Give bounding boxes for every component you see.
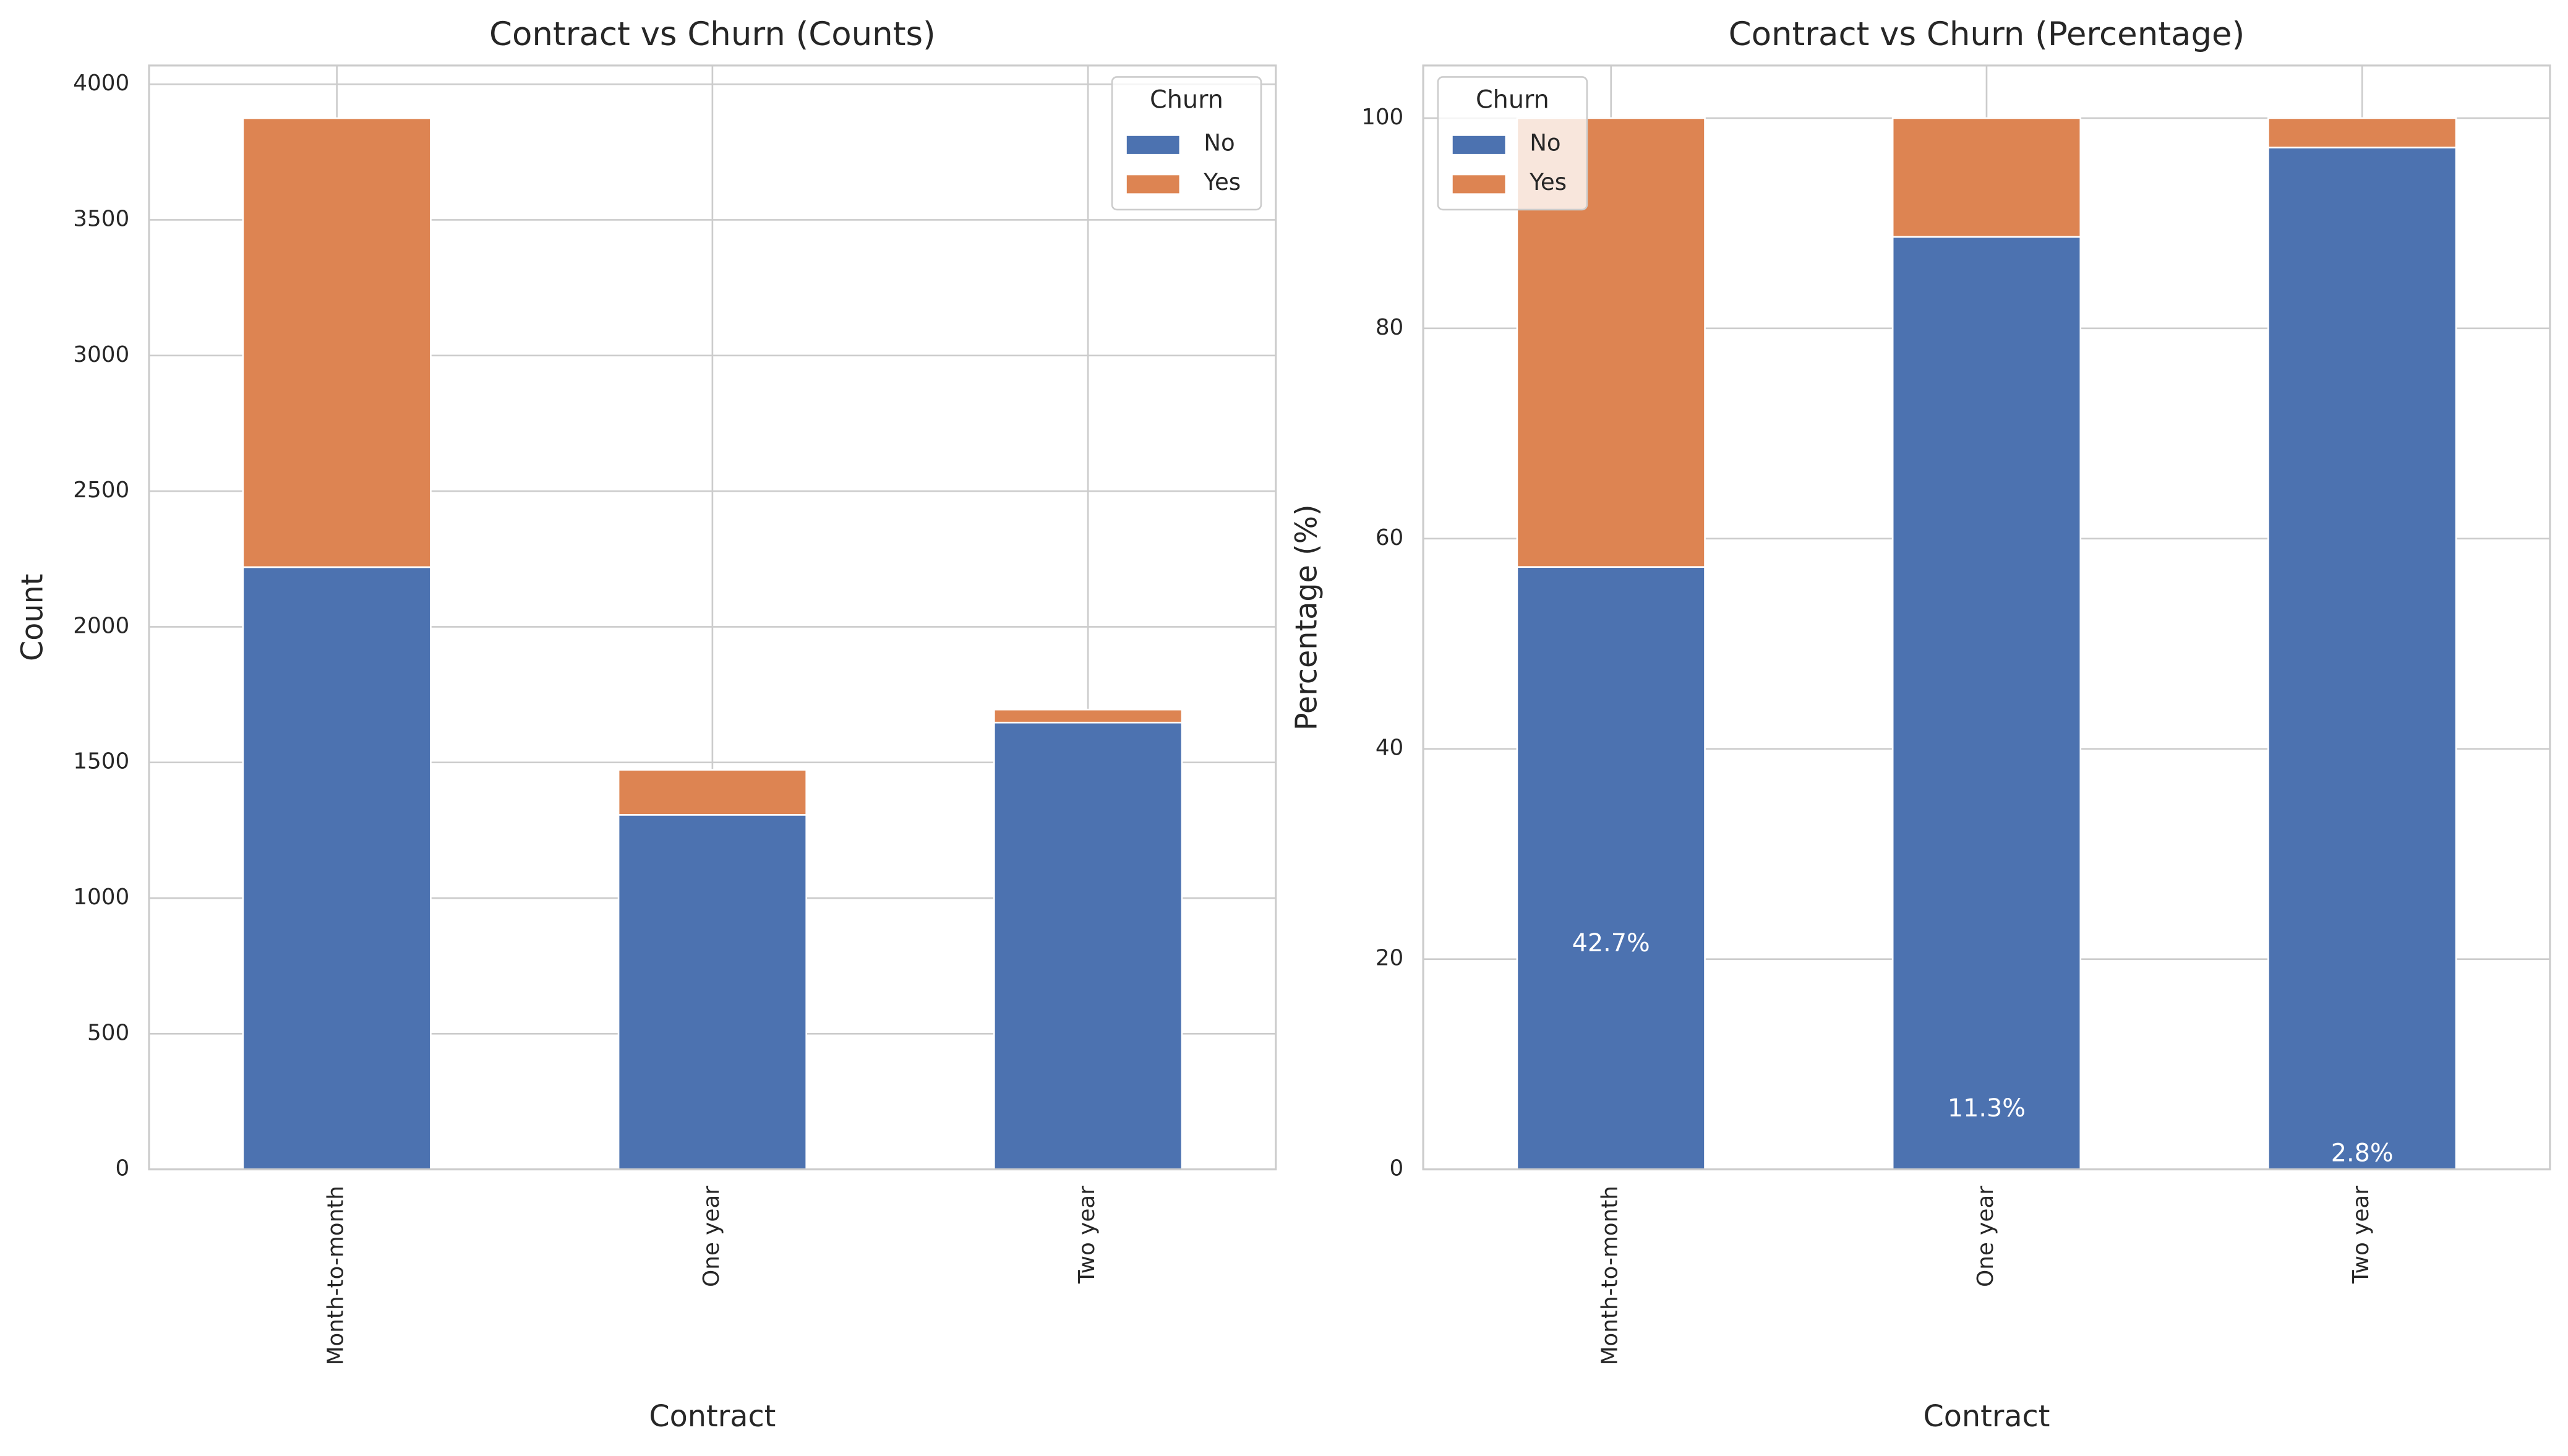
y-axis-label: Percentage (%): [1290, 504, 1324, 730]
chart-title: Contract vs Churn (Percentage): [1729, 15, 2245, 53]
y-tick-label: 40: [1376, 735, 1403, 761]
value-label: 42.7%: [1572, 929, 1650, 957]
y-tick-label: 3000: [73, 342, 129, 367]
bar-segment: [993, 721, 1183, 1170]
x-axis-label: Contract: [649, 1400, 776, 1434]
x-axis-label: Contract: [1923, 1400, 2050, 1434]
x-tick-label: Two year: [2348, 1186, 2374, 1284]
bar-segment: [617, 814, 808, 1170]
legend: Churn No Yes: [1437, 76, 1588, 211]
legend-label: No: [1204, 130, 1235, 156]
legend-label: Yes: [1529, 169, 1567, 195]
x-tick-label: Month-to-month: [323, 1186, 349, 1365]
y-tick-label: 2500: [73, 477, 129, 503]
legend-swatch: [1452, 175, 1505, 194]
y-tick-label: 60: [1376, 525, 1403, 550]
legend-title: Churn: [1150, 86, 1223, 114]
legend-swatch: [1126, 175, 1179, 194]
legend-label: Yes: [1203, 169, 1241, 195]
bar-segment: [1516, 566, 1706, 1170]
x-tick-label: One year: [1973, 1186, 1998, 1287]
y-tick-label: 2000: [73, 613, 129, 638]
legend-title: Churn: [1476, 86, 1549, 114]
bar-segment: [617, 769, 808, 816]
y-tick-label: 1500: [73, 749, 129, 774]
y-tick-label: 0: [1390, 1156, 1404, 1181]
x-tick-label: Month-to-month: [1598, 1186, 1623, 1365]
legend: Churn No Yes: [1111, 76, 1262, 211]
bar-segment: [1891, 236, 2082, 1170]
legend-swatch: [1126, 135, 1179, 154]
y-tick-label: 1000: [73, 884, 129, 910]
bar-segment: [242, 117, 432, 568]
bar-segment: [2267, 117, 2457, 148]
subplot: 0 500 1000 1500 2000 2500 3000 3500 4000 Month-to…: [16, 15, 1277, 1434]
y-tick-label: 80: [1376, 315, 1403, 340]
y-tick-label: 100: [1361, 105, 1403, 130]
y-tick-label: 3500: [73, 206, 129, 231]
value-label: 11.3%: [1948, 1094, 2026, 1123]
bar-segment: [993, 708, 1183, 724]
axes-frame: [148, 64, 1277, 1171]
x-tick-label: Two year: [1074, 1186, 1100, 1284]
y-tick-label: 4000: [73, 71, 129, 96]
y-tick-label: 20: [1376, 946, 1403, 971]
legend-label: No: [1530, 130, 1560, 156]
x-tick-label: One year: [699, 1186, 724, 1287]
bar-segment: [2267, 147, 2457, 1170]
chart-title: Contract vs Churn (Counts): [489, 15, 936, 53]
subplot: 0 20 40 60 80 100 Month-to-month One year Two ye…: [1290, 15, 2551, 1434]
y-tick-label: 0: [115, 1156, 129, 1181]
y-axis-label: Count: [16, 573, 50, 661]
axes-frame: [1422, 64, 2551, 1171]
legend-swatch: [1452, 135, 1505, 154]
bar-segment: [1891, 117, 2082, 238]
value-label: 2.8%: [2331, 1139, 2394, 1167]
bar-segment: [242, 566, 432, 1170]
y-tick-label: 500: [87, 1020, 129, 1045]
